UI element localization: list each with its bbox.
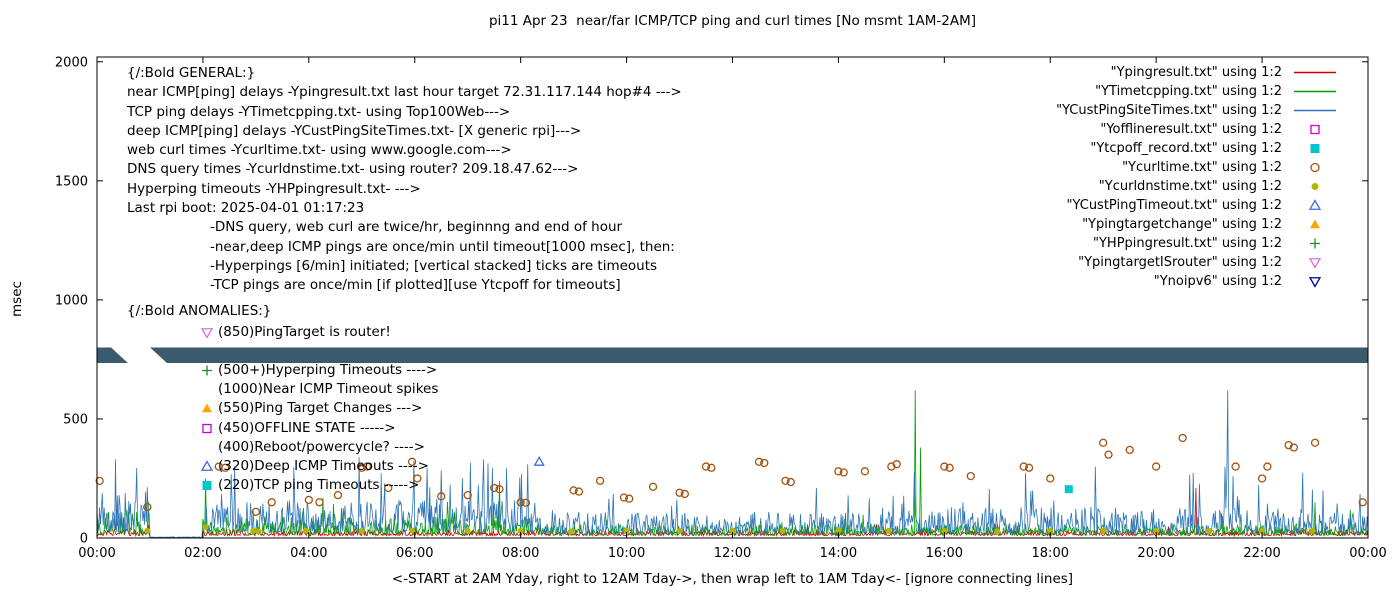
legend-label: "YHPpingresult.txt" using 1:2: [1093, 236, 1282, 251]
x-tick-label: 18:00: [1032, 546, 1069, 561]
annotation-line: DNS query times -Ycurldnstime.txt- using…: [127, 161, 579, 178]
annotation-line: -DNS query, web curl are twice/hr, begin…: [210, 219, 623, 236]
annotation-line: Hyperping timeouts -YHPpingresult.txt- -…: [127, 180, 421, 197]
annotation-line: TCP ping delays -YTimetcpping.txt- using…: [127, 103, 511, 120]
triangle-down-open-icon: [1308, 258, 1322, 269]
blank-icon: [199, 381, 215, 397]
y-tick-label: 0: [80, 532, 88, 547]
annotation-line: Last rpi boot: 2025-04-01 01:17:23: [127, 200, 365, 217]
legend-label: "YpingtargetISrouter" using 1:2: [1078, 255, 1282, 270]
y-tick-label: 1000: [55, 293, 88, 308]
annotation-line: -TCP pings are once/min [if plotted][use…: [210, 277, 621, 294]
y-tick-label: 500: [63, 412, 88, 427]
x-axis-label: <-START at 2AM Yday, right to 12AM Tday-…: [391, 571, 1074, 587]
legend-item-6: "Ycurldnstime.txt" using 1:2: [1056, 177, 1338, 196]
square-filled-icon: [1310, 144, 1320, 153]
legend-label: "Yofflineresult.txt" using 1:2: [1100, 122, 1282, 137]
circle-filled-icon: [1311, 183, 1319, 190]
anomaly-item-0: (850)PingTarget is router!: [199, 322, 391, 341]
legend-item-11: "Ynoipv6" using 1:2: [1056, 272, 1338, 291]
general-annotation-block: {/:Bold GENERAL:} near ICMP[ping] delays …: [127, 64, 682, 296]
anomaly-item-3: (550)Ping Target Changes --->: [199, 399, 422, 418]
triangle-up-filled-icon: [202, 403, 212, 413]
legend-label: "Ypingresult.txt" using 1:2: [1110, 65, 1282, 80]
y-axis-label: msec: [9, 281, 25, 317]
annotation-line: near ICMP[ping] delays -Ypingresult.txt …: [127, 84, 682, 101]
x-tick-label: 02:00: [184, 546, 221, 561]
anomaly-item-1: (500+)Hyperping Timeouts ---->: [199, 360, 437, 379]
annotation-line: web curl times -Ycurltime.txt- using www…: [127, 142, 512, 159]
x-tick-label: 14:00: [820, 546, 857, 561]
annotation-line: deep ICMP[ping] delays -YCustPingSiteTim…: [127, 122, 582, 139]
anomaly-text: (1000)Near ICMP Timeout spikes: [218, 381, 439, 398]
square-open-icon: [1310, 124, 1320, 135]
legend-item-9: "YHPpingresult.txt" using 1:2: [1056, 234, 1338, 253]
triangle-down-open-icon: [200, 327, 214, 339]
y-tick-label: 2000: [55, 55, 88, 70]
anomaly-text: (220)TCP ping Timeouts ----->: [218, 477, 420, 494]
legend-item-0: "Ypingresult.txt" using 1:2: [1056, 63, 1338, 82]
legend-label: "Ypingtargetchange" using 1:2: [1082, 217, 1282, 232]
x-tick-label: 22:00: [1243, 546, 1280, 561]
plus-icon: [202, 365, 212, 376]
legend-item-1: "YTimetcpping.txt" using 1:2: [1056, 82, 1338, 101]
x-tick-label: 20:00: [1137, 546, 1174, 561]
anomaly-text: (850)PingTarget is router!: [218, 323, 391, 340]
anomaly-text: (400)Reboot/powercycle? ---->: [218, 438, 425, 455]
x-tick-label: 10:00: [608, 546, 645, 561]
anomaly-item-7: (220)TCP ping Timeouts ----->: [199, 476, 420, 495]
annotation-line: -Hyperpings [6/min] initiated; [vertical…: [210, 257, 658, 274]
annotation-line: -near,deep ICMP pings are once/min until…: [210, 238, 675, 255]
circle-open-icon: [1310, 162, 1320, 173]
anomaly-item-6: (320)Deep ICMP Timeouts ---->: [199, 456, 429, 475]
legend-label: "YTimetcpping.txt" using 1:2: [1095, 84, 1282, 99]
legend-item-2: "YCustPingSiteTimes.txt" using 1:2: [1056, 101, 1338, 120]
blank-icon: [199, 439, 215, 455]
square-filled-icon: [202, 481, 212, 491]
annotation-line: {/:Bold GENERAL:}: [127, 65, 256, 81]
triangle-down-open-icon: [1308, 277, 1322, 288]
anomaly-item-4: (450)OFFLINE STATE ----->: [199, 418, 396, 437]
line-sample-icon: [1294, 71, 1336, 74]
triangle-up-open-icon: [1308, 199, 1322, 210]
x-tick-label: 00:00: [1349, 546, 1386, 561]
legend-item-10: "YpingtargetISrouter" using 1:2: [1056, 253, 1338, 272]
x-tick-label: 16:00: [926, 546, 963, 561]
anomaly-item-2: (1000)Near ICMP Timeout spikes: [199, 380, 438, 399]
anomaly-text: (450)OFFLINE STATE ----->: [218, 419, 396, 436]
triangle-up-open-icon: [200, 460, 214, 471]
legend-label: "YCustPingTimeout.txt" using 1:2: [1066, 198, 1282, 213]
x-tick-label: 08:00: [502, 546, 539, 561]
x-tick-label: 00:00: [78, 546, 115, 561]
square-open-icon: [202, 423, 212, 433]
chart-title: pi11 Apr 23 near/far ICMP/TCP ping and c…: [488, 13, 977, 29]
anomaly-text: (550)Ping Target Changes --->: [218, 400, 423, 417]
line-sample-icon: [1294, 90, 1336, 93]
legend-label: "Ycurldnstime.txt" using 1:2: [1098, 179, 1282, 194]
x-tick-label: 04:00: [290, 546, 327, 561]
legend-label: "YCustPingSiteTimes.txt" using 1:2: [1056, 103, 1282, 118]
anomaly-item-5: (400)Reboot/powercycle? ---->: [199, 437, 425, 456]
line-sample-icon: [1294, 109, 1336, 112]
legend-label: "Ytcpoff_record.txt" using 1:2: [1090, 141, 1282, 156]
legend-item-7: "YCustPingTimeout.txt" using 1:2: [1056, 196, 1338, 215]
anomalies-header: {/:Bold ANOMALIES:}: [127, 303, 272, 319]
legend: "Ypingresult.txt" using 1:2 "YTimetcpping…: [1056, 63, 1338, 291]
legend-item-8: "Ypingtargetchange" using 1:2: [1056, 215, 1338, 234]
x-tick-label: 12:00: [714, 546, 751, 561]
plus-icon: [1310, 238, 1320, 249]
legend-label: "Ynoipv6" using 1:2: [1153, 274, 1282, 289]
legend-item-3: "Yofflineresult.txt" using 1:2: [1056, 120, 1338, 139]
anomaly-text: (320)Deep ICMP Timeouts ---->: [218, 457, 429, 474]
y-tick-label: 1500: [55, 174, 88, 189]
legend-label: "Ycurltime.txt" using 1:2: [1122, 160, 1282, 175]
legend-item-4: "Ytcpoff_record.txt" using 1:2: [1056, 139, 1338, 158]
x-tick-label: 06:00: [396, 546, 433, 561]
triangle-up-filled-icon: [1310, 219, 1320, 229]
legend-item-5: "Ycurltime.txt" using 1:2: [1056, 158, 1338, 177]
anomaly-text: (500+)Hyperping Timeouts ---->: [218, 361, 438, 378]
